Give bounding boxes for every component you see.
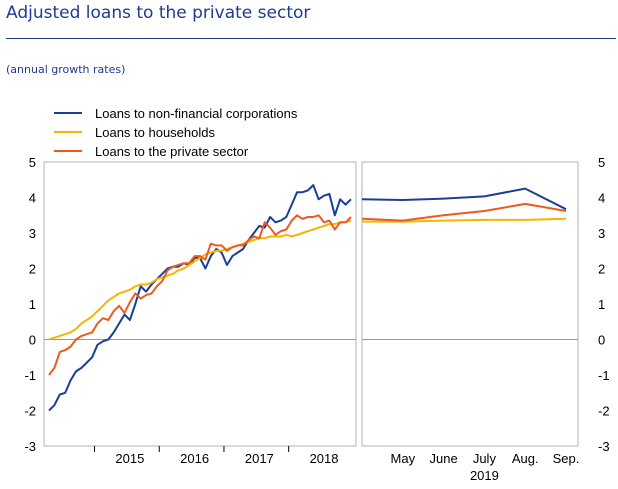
series-line-right-1 [362, 217, 567, 223]
y-tick-right: 3 [598, 226, 605, 241]
y-tick-right: 0 [598, 333, 605, 348]
left-plot-frame [43, 161, 357, 447]
y-tick-left: -3 [24, 439, 36, 454]
y-tick-right: -1 [598, 368, 610, 383]
series-line-right-0 [361, 187, 567, 211]
y-tick-right: -2 [598, 404, 610, 419]
y-tick-left: 3 [29, 226, 36, 241]
y-tick-left: 5 [29, 155, 36, 170]
page-title: Adjusted loans to the private sector [6, 3, 311, 23]
x-tick-year: 2016 [180, 451, 209, 466]
legend-label: Loans to households [95, 125, 215, 140]
y-tick-left: 4 [29, 191, 36, 206]
y-tick-right: 4 [598, 191, 605, 206]
x-tick-month: Aug. [512, 451, 539, 466]
x-tick-month: June [429, 451, 457, 466]
y-tick-left: -2 [24, 404, 36, 419]
x-axis-year-label: 2019 [470, 468, 499, 483]
x-tick-year: 2015 [115, 451, 144, 466]
series-line-left-0 [48, 184, 352, 412]
title-divider [6, 38, 616, 39]
x-tick-year: 2018 [310, 451, 339, 466]
x-tick-month: Sep. [553, 451, 580, 466]
left-panel: 5 4 3 2 1 0 -1 -2 -3 2015 2016 2017 2018 [24, 155, 357, 466]
right-plot-frame [361, 161, 579, 447]
chart-legend: Loans to non-financial corporations Loans… [54, 106, 298, 159]
x-tick-month: May [391, 451, 416, 466]
legend-label: Loans to the private sector [95, 144, 249, 159]
x-tick-year: 2017 [245, 451, 274, 466]
y-tick-left: 1 [29, 297, 36, 312]
y-tick-right: 5 [598, 155, 605, 170]
y-tick-right: 2 [598, 262, 605, 277]
y-tick-left: 2 [29, 262, 36, 277]
right-panel: 5 4 3 2 1 0 -1 -2 -3 May June July Aug. Sep. 2019 [361, 155, 610, 483]
y-tick-left: -1 [24, 368, 36, 383]
y-tick-right: -3 [598, 439, 610, 454]
series-line-left-2 [48, 214, 352, 376]
y-tick-left: 0 [29, 333, 36, 348]
y-tick-right: 1 [598, 297, 605, 312]
series-line-left-1 [48, 219, 352, 341]
x-tick-month: July [473, 451, 497, 466]
chart-subtitle: (annual growth rates) [6, 63, 126, 76]
legend-label: Loans to non-financial corporations [95, 106, 298, 121]
series-line-right-2 [361, 202, 567, 222]
